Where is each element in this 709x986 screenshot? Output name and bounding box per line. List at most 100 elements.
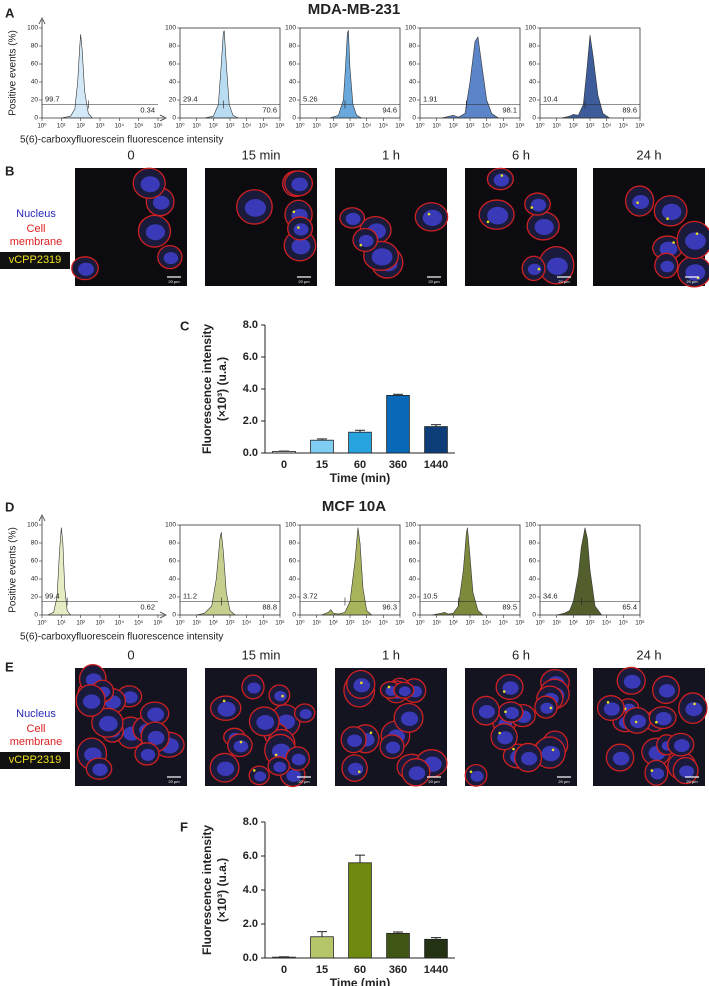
nucleus [685,232,706,250]
micrograph-cells [236,170,317,262]
x-tick-label: 1440 [424,964,448,976]
nucleus [347,734,363,747]
y-tick-label: 40 [409,79,417,86]
y-axis-label: Fluorescence intensity [200,825,214,955]
nucleus [216,761,235,776]
panel-label: B [5,163,14,178]
scale-bar-label: 20 µm [168,279,180,284]
y-tick-label: 20 [289,97,297,104]
y-tick-label: 0 [412,115,416,122]
y-tick-label: 40 [289,79,297,86]
histogram-area [61,34,93,119]
x-tick-label: 10¹ [192,124,201,130]
nucleus [650,768,665,780]
y-tick-label: 100 [27,25,38,32]
vesicle [512,747,515,751]
y-tick-label: 60 [31,61,39,68]
x-tick-label: 10⁶ [635,620,645,627]
y-tick-label: 60 [169,558,177,565]
nucleus [353,678,371,693]
y-tick-label: 80 [169,540,177,547]
x-tick-label: 10⁶ [153,620,163,627]
gate-percent: 99.4 [45,591,60,600]
y-tick-label: 0 [292,115,296,122]
x-tick-label: 60 [354,459,366,471]
vesicle [530,206,534,209]
x-tick-label: 10⁶ [395,123,405,130]
y-tick-label: 6.0 [243,351,258,363]
bar [310,439,334,454]
x-tick-label: 10³ [96,621,105,627]
x-tick-label: 10³ [586,621,595,627]
x-tick-label: 10⁴ [115,123,125,130]
nucleus [673,739,690,753]
nucleus [534,218,554,235]
x-tick-label: 10⁵ [379,620,389,627]
y-tick-label: 100 [405,522,416,529]
nucleus [660,260,675,273]
nucleus [546,257,568,275]
x-tick-label: 10⁶ [275,123,285,130]
vesicle [369,731,373,735]
bar [386,932,410,959]
vesicle [281,694,284,698]
vesicle [222,699,226,703]
nucleus [99,715,118,732]
nucleus [273,761,287,773]
plot-frame [299,27,401,119]
gate-percent: 99.7 [45,94,60,103]
axis-arrow [38,514,46,522]
nucleus [408,766,426,781]
bar [424,938,448,959]
time-label: 15 min [241,147,280,162]
bar [386,394,410,454]
stain-label: Cell membrane [9,223,63,248]
gate-percent: 10.5 [423,591,438,600]
x-tick-label: 10² [209,621,218,627]
micrograph-cells [209,674,316,788]
x-tick-label: 10³ [346,124,355,130]
y-tick-label: 20 [289,594,297,601]
nucleus [291,753,306,766]
gate-percent: 89.6 [622,105,637,114]
nucleus [299,709,312,720]
x-tick-label: 10⁶ [515,620,525,627]
gate-percent: 29.4 [183,94,198,103]
y-tick-label: 100 [525,25,536,32]
vesicle [274,753,278,757]
x-tick-label: 10⁵ [379,123,389,130]
plot-frame [299,524,401,616]
stain-label: vCPP2319 [0,752,70,769]
y-tick-label: 20 [409,594,417,601]
gate-percent: 89.5 [502,602,517,611]
histogram-area [196,532,236,616]
micrograph-cells [75,663,185,780]
nucleus [217,701,236,717]
x-tick-label: 15 [316,964,328,976]
nucleus [345,212,361,226]
vesicle [695,232,699,235]
histogram-area [47,527,72,616]
y-tick-label: 60 [169,61,177,68]
nucleus [286,769,302,782]
x-tick-label: 10⁰ [415,620,425,627]
x-tick-label: 10⁴ [602,123,612,130]
micrograph-cells [596,666,708,786]
nucleus [140,748,156,761]
time-label: 0 [127,647,134,662]
x-tick-label: 10³ [586,124,595,130]
axis-arrow [38,17,46,25]
histogram-area [329,29,362,119]
x-tick-label: 10⁰ [175,620,185,627]
x-tick-label: 10³ [226,124,235,130]
vesicle [360,681,363,685]
bar [424,426,448,454]
section-title: MCF 10A [322,498,386,515]
y-tick-label: 0 [532,115,536,122]
time-label: 0 [127,147,134,162]
y-tick-label: 100 [285,25,296,32]
micrograph-cells [478,167,575,285]
time-label: 6 h [512,647,530,662]
y-tick-label: 40 [529,79,537,86]
